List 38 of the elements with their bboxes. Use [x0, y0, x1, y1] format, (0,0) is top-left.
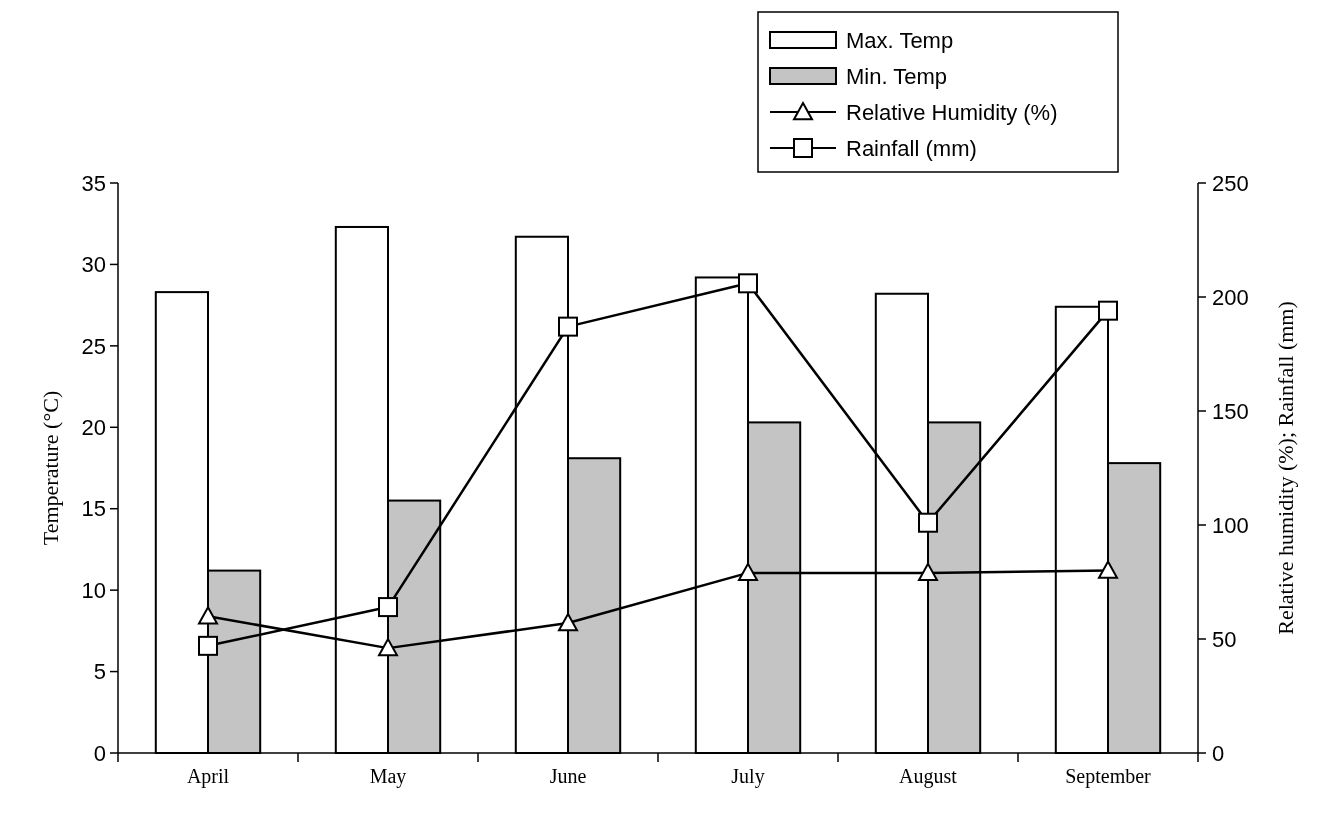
y2-tick-label: 200	[1212, 284, 1249, 310]
point	[918, 512, 938, 533]
y-axis-title: Temperature (°C)	[38, 390, 63, 546]
y-tick-label: 5	[93, 659, 106, 685]
point	[198, 635, 218, 656]
y2-tick-label: 250	[1212, 170, 1249, 196]
point	[378, 638, 398, 657]
legend-label: Max. Temp	[846, 27, 954, 53]
point	[738, 273, 758, 294]
y-tick-label: 20	[81, 414, 106, 440]
point	[558, 316, 578, 337]
y2-tick-label: 150	[1212, 398, 1249, 424]
point	[738, 562, 758, 582]
point	[198, 606, 218, 625]
x-tick-label: May	[369, 765, 407, 788]
y-tick-label: 0	[93, 740, 106, 766]
y-tick-label: 25	[81, 333, 106, 359]
point	[378, 597, 398, 618]
point	[1098, 560, 1118, 579]
point	[1098, 300, 1118, 321]
x-tick-label: August	[899, 765, 958, 788]
y-tick-label: 30	[81, 252, 106, 278]
legend-label: Relative Humidity (%)	[846, 99, 1058, 125]
y-tick-label: 15	[81, 496, 106, 522]
legend-label: Rainfall (mm)	[846, 135, 977, 161]
y2-tick-label: 100	[1212, 512, 1249, 538]
x-tick-label: June	[549, 765, 587, 787]
x-tick-label: July	[731, 765, 765, 788]
point	[918, 562, 938, 582]
y2-tick-label: 50	[1212, 626, 1237, 652]
y2-tick-label: 0	[1212, 740, 1225, 766]
y2-axis-title: Relative humidity (%); Rainfall (mm)	[1273, 301, 1298, 635]
x-tick-label: September	[1065, 765, 1152, 788]
point	[558, 613, 578, 632]
y-tick-label: 10	[81, 577, 106, 603]
legend-label: Min. Temp	[846, 63, 948, 89]
x-tick-label: April	[186, 765, 230, 788]
y-tick-label: 35	[81, 170, 106, 196]
